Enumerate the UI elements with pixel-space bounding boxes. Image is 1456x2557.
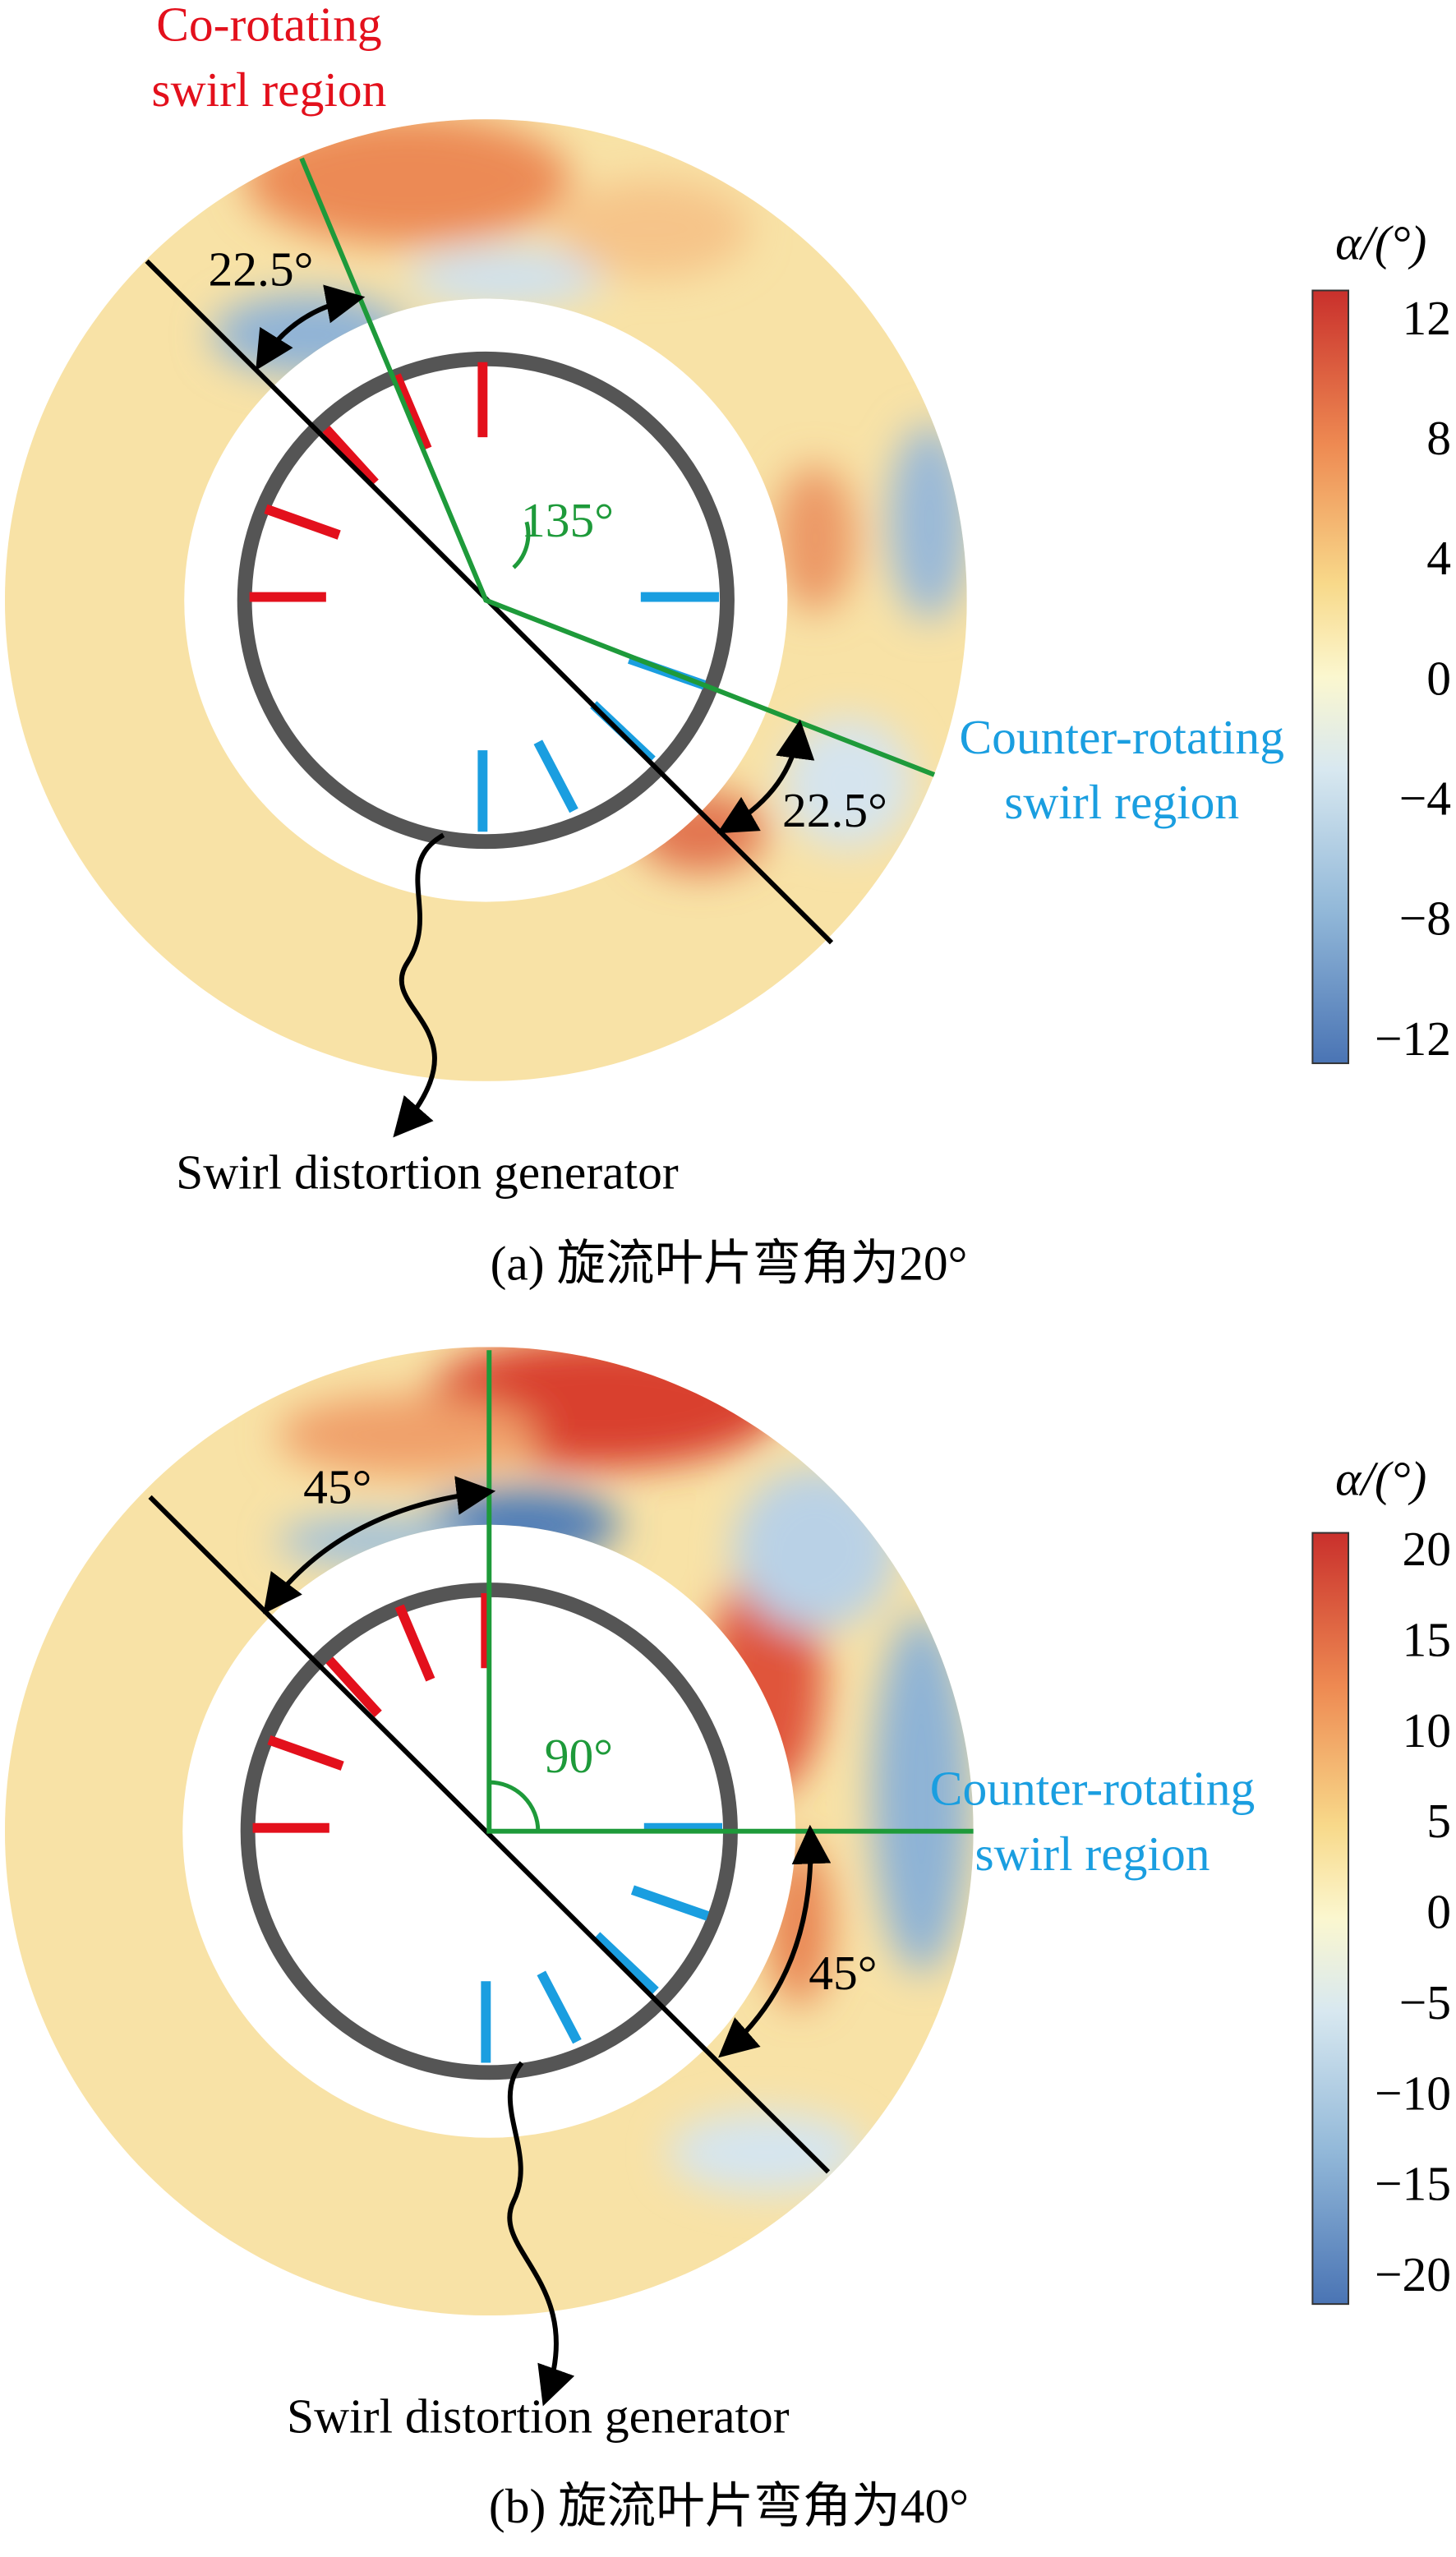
- angle-label: 45°: [809, 1946, 877, 2000]
- colorbar-tick-label: 4: [1426, 531, 1451, 585]
- label: Counter-rotating: [959, 710, 1283, 764]
- colorbar-tick-label: 5: [1426, 1794, 1451, 1848]
- colorbar: [1311, 1532, 1350, 2306]
- colorbar-tick-label: −15: [1375, 2157, 1451, 2211]
- colorbar-title: α/(°): [1335, 1452, 1426, 1506]
- colorbar-tick-label: −20: [1375, 2247, 1451, 2301]
- label: swirl region: [975, 1827, 1210, 1881]
- label: swirl region: [1004, 775, 1239, 829]
- angle-label: 90°: [545, 1729, 613, 1783]
- caption: (b) 旋流叶片弯角为40°: [489, 2479, 969, 2533]
- label: Co-rotating: [156, 0, 381, 52]
- colorbar-tick-label: 0: [1426, 1885, 1451, 1939]
- colorbar-ticks: 20 15 10 5 0 −5 −10 −15 −20: [1375, 1522, 1451, 2301]
- colorbar-title: α/(°): [1335, 216, 1426, 270]
- colorbar: [1311, 289, 1350, 1065]
- panel-b: 45° 90° 45° Counter-rotating swirl regio…: [4, 1347, 1451, 2533]
- colorbar-tick-label: 8: [1426, 411, 1451, 465]
- colorbar-tick-label: 10: [1403, 1703, 1452, 1758]
- angle-label: 22.5°: [782, 783, 887, 837]
- label: Swirl distortion generator: [287, 2389, 790, 2444]
- colorbar-tick-label: 20: [1403, 1522, 1452, 1576]
- label: Swirl distortion generator: [176, 1145, 679, 1200]
- label: Counter-rotating: [930, 1762, 1255, 1816]
- colorbar-tick-label: 0: [1426, 651, 1451, 705]
- colorbar-tick-label: −4: [1399, 772, 1451, 826]
- angle-label: 22.5°: [209, 242, 314, 296]
- angle-label: 45°: [303, 1460, 371, 1514]
- colorbar-ticks: 12 8 4 0 −4 −8 −12: [1375, 291, 1451, 1066]
- colorbar-tick-label: −12: [1375, 1011, 1451, 1066]
- colorbar-tick-label: −8: [1399, 891, 1451, 946]
- colorbar-tick-label: 12: [1403, 291, 1452, 345]
- colorbar-tick-label: −10: [1375, 2066, 1451, 2120]
- caption: (a) 旋流叶片弯角为20°: [491, 1237, 968, 1291]
- panel-a: Co-rotating swirl region 22.5° 135° 22.5…: [4, 0, 1451, 1291]
- colorbar-tick-label: 15: [1403, 1612, 1452, 1666]
- label: swirl region: [151, 62, 386, 117]
- colorbar-tick-label: −5: [1399, 1975, 1451, 2029]
- angle-label: 135°: [521, 493, 614, 547]
